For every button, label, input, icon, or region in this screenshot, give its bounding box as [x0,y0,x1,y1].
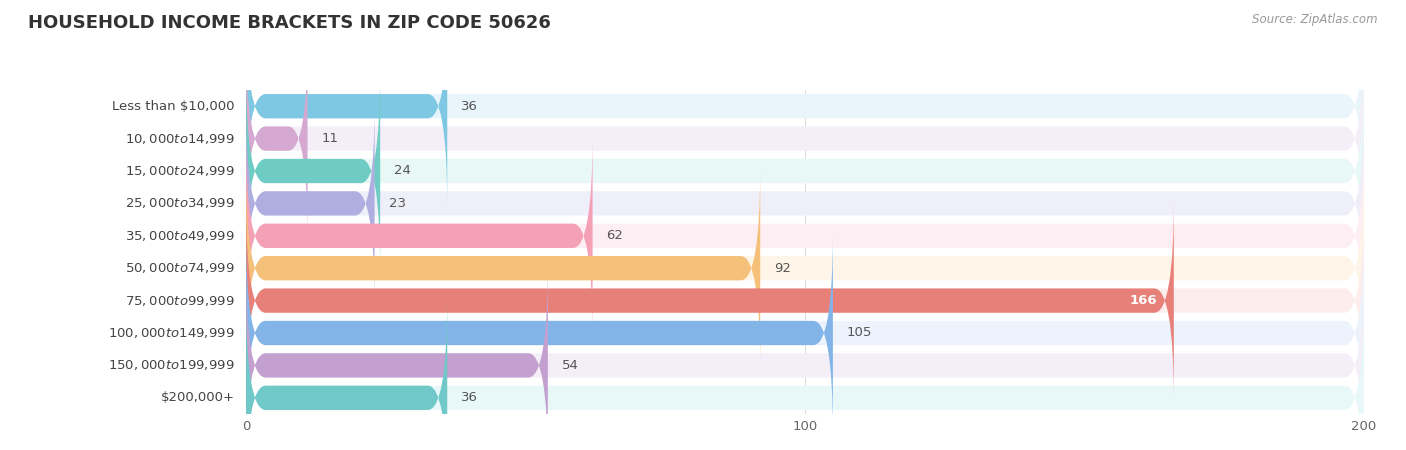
FancyBboxPatch shape [246,167,1364,369]
Text: Less than $10,000: Less than $10,000 [112,100,235,112]
FancyBboxPatch shape [246,70,380,272]
Text: 23: 23 [388,197,405,210]
Text: $15,000 to $24,999: $15,000 to $24,999 [125,164,235,178]
FancyBboxPatch shape [246,135,1364,337]
Text: $35,000 to $49,999: $35,000 to $49,999 [125,229,235,243]
FancyBboxPatch shape [246,37,1364,240]
FancyBboxPatch shape [246,232,832,434]
Text: 24: 24 [394,165,411,177]
Text: HOUSEHOLD INCOME BRACKETS IN ZIP CODE 50626: HOUSEHOLD INCOME BRACKETS IN ZIP CODE 50… [28,14,551,32]
Text: 36: 36 [461,100,478,112]
Text: $75,000 to $99,999: $75,000 to $99,999 [125,293,235,308]
FancyBboxPatch shape [246,5,447,207]
Text: Source: ZipAtlas.com: Source: ZipAtlas.com [1253,14,1378,27]
Text: 54: 54 [562,359,579,372]
Text: $200,000+: $200,000+ [160,392,235,404]
Text: $50,000 to $74,999: $50,000 to $74,999 [125,261,235,275]
FancyBboxPatch shape [246,264,548,450]
Text: 36: 36 [461,392,478,404]
FancyBboxPatch shape [246,199,1364,402]
Text: $150,000 to $199,999: $150,000 to $199,999 [108,358,235,373]
Text: $10,000 to $14,999: $10,000 to $14,999 [125,131,235,146]
FancyBboxPatch shape [246,297,447,450]
Text: 11: 11 [322,132,339,145]
FancyBboxPatch shape [246,199,1174,402]
FancyBboxPatch shape [246,297,1364,450]
FancyBboxPatch shape [246,5,1364,207]
FancyBboxPatch shape [246,70,1364,272]
FancyBboxPatch shape [246,232,1364,434]
Text: 166: 166 [1129,294,1157,307]
FancyBboxPatch shape [246,102,374,305]
Text: $100,000 to $149,999: $100,000 to $149,999 [108,326,235,340]
Text: 62: 62 [606,230,623,242]
FancyBboxPatch shape [246,264,1364,450]
Text: 105: 105 [846,327,872,339]
FancyBboxPatch shape [246,167,761,369]
FancyBboxPatch shape [246,135,592,337]
Text: $25,000 to $34,999: $25,000 to $34,999 [125,196,235,211]
FancyBboxPatch shape [246,37,308,240]
FancyBboxPatch shape [246,102,1364,305]
Text: 92: 92 [775,262,792,274]
